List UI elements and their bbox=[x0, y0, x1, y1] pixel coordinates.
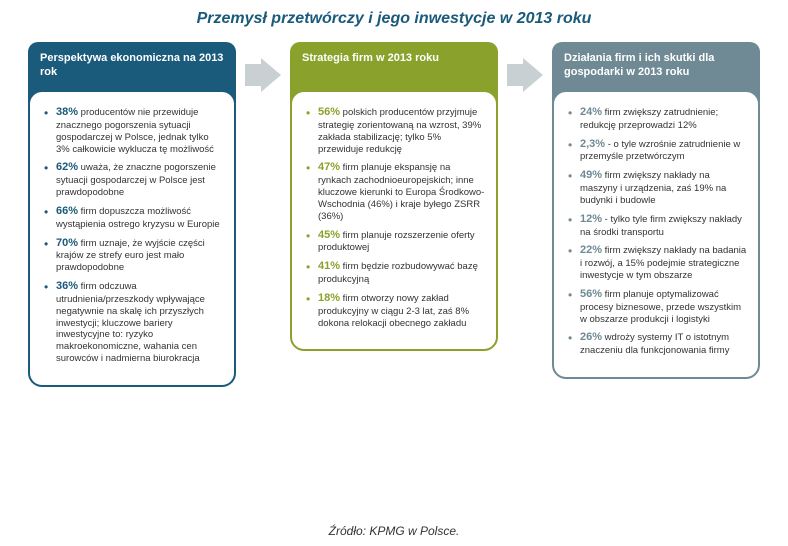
list-item: 41% firm będzie rozbudowywać bazę produk… bbox=[306, 260, 486, 286]
list-item: 66% firm dopuszcza możliwość wystąpienia… bbox=[44, 205, 224, 231]
pct-value: 18% bbox=[318, 292, 340, 304]
pct-value: 22% bbox=[580, 244, 602, 256]
list-item: 56% firm planuje optymalizować procesy b… bbox=[568, 288, 748, 326]
item-text: firm planuje rozszerzenie oferty produkt… bbox=[318, 230, 475, 254]
column-2: Strategia firm w 2013 roku 56% polskich … bbox=[290, 42, 498, 387]
list-item: 56% polskich producentów przyjmuje strat… bbox=[306, 106, 486, 155]
col3-body: 24% firm zwiększy zatrudnienie; redukcję… bbox=[552, 90, 760, 379]
list-item: 18% firm otworzy nowy zakład produkcyjny… bbox=[306, 292, 486, 330]
col3-list: 24% firm zwiększy zatrudnienie; redukcję… bbox=[568, 106, 748, 357]
col1-body: 38% producentów nie przewiduje znacznego… bbox=[28, 90, 236, 387]
pct-value: 70% bbox=[56, 237, 78, 249]
item-text: polskich producentów przyjmuje strategię… bbox=[318, 107, 481, 155]
item-text: firm będzie rozbudowywać bazę produkcyjn… bbox=[318, 261, 478, 285]
list-item: 62% uważa, że znaczne pogorszenie sytuac… bbox=[44, 161, 224, 199]
col2-list: 56% polskich producentów przyjmuje strat… bbox=[306, 106, 486, 329]
pct-value: 24% bbox=[580, 106, 602, 118]
list-item: 36% firm odczuwa utrudnienia/przeszkody … bbox=[44, 280, 224, 365]
item-text: firm planuje ekspansję na rynkach zachod… bbox=[318, 162, 484, 221]
chevron-right-icon bbox=[505, 58, 545, 92]
pct-value: 36% bbox=[56, 280, 78, 292]
list-item: 12% - tylko tyle firm zwiększy nakłady n… bbox=[568, 213, 748, 239]
pct-value: 45% bbox=[318, 229, 340, 241]
pct-value: 56% bbox=[580, 288, 602, 300]
item-text: firm zwiększy nakłady na badania i rozwó… bbox=[580, 245, 746, 281]
pct-value: 2,3% bbox=[580, 138, 605, 150]
list-item: 26% wdroży systemy IT o istotnym znaczen… bbox=[568, 331, 748, 357]
column-1: Perspektywa ekonomiczna na 2013 rok 38% … bbox=[28, 42, 236, 387]
list-item: 47% firm planuje ekspansję na rynkach za… bbox=[306, 161, 486, 222]
page-title: Przemysł przetwórczy i jego inwestycje w… bbox=[0, 0, 788, 42]
pct-value: 47% bbox=[318, 161, 340, 173]
item-text: producentów nie przewiduje znacznego pog… bbox=[56, 107, 214, 155]
pct-value: 49% bbox=[580, 169, 602, 181]
item-text: firm otworzy nowy zakład produkcyjny w c… bbox=[318, 293, 469, 329]
list-item: 38% producentów nie przewiduje znacznego… bbox=[44, 106, 224, 155]
source-line: Źródło: KPMG w Polsce. bbox=[0, 524, 788, 538]
columns-row: Perspektywa ekonomiczna na 2013 rok 38% … bbox=[0, 42, 788, 387]
item-text: - o tyle wzrośnie zatrudnienie w przemyś… bbox=[580, 139, 740, 163]
pct-value: 62% bbox=[56, 161, 78, 173]
pct-value: 66% bbox=[56, 205, 78, 217]
item-text: wdroży systemy IT o istotnym znaczeniu d… bbox=[580, 332, 729, 356]
list-item: 24% firm zwiększy zatrudnienie; redukcję… bbox=[568, 106, 748, 132]
arrow-1 bbox=[241, 42, 285, 387]
item-text: firm odczuwa utrudnienia/przeszkody wpły… bbox=[56, 281, 205, 364]
item-text: uważa, że znaczne pogorszenie sytuacji g… bbox=[56, 162, 216, 198]
item-text: - tylko tyle firm zwiększy nakłady na śr… bbox=[580, 214, 742, 238]
column-3: Działania firm i ich skutki dla gospodar… bbox=[552, 42, 760, 387]
pct-value: 26% bbox=[580, 331, 602, 343]
arrow-2 bbox=[503, 42, 547, 387]
pct-value: 38% bbox=[56, 106, 78, 118]
pct-value: 41% bbox=[318, 260, 340, 272]
list-item: 2,3% - o tyle wzrośnie zatrudnienie w pr… bbox=[568, 138, 748, 164]
item-text: firm planuje optymalizować procesy bizne… bbox=[580, 289, 741, 325]
list-item: 22% firm zwiększy nakłady na badania i r… bbox=[568, 244, 748, 282]
list-item: 70% firm uznaje, że wyjście części krajó… bbox=[44, 237, 224, 275]
item-text: firm uznaje, że wyjście części krajów ze… bbox=[56, 238, 205, 274]
chevron-right-icon bbox=[243, 58, 283, 92]
col2-body: 56% polskich producentów przyjmuje strat… bbox=[290, 90, 498, 351]
item-text: firm dopuszcza możliwość wystąpienia ost… bbox=[56, 206, 220, 230]
pct-value: 12% bbox=[580, 213, 602, 225]
item-text: firm zwiększy nakłady na maszyny i urząd… bbox=[580, 170, 726, 206]
col1-list: 38% producentów nie przewiduje znacznego… bbox=[44, 106, 224, 365]
list-item: 45% firm planuje rozszerzenie oferty pro… bbox=[306, 229, 486, 255]
pct-value: 56% bbox=[318, 106, 340, 118]
list-item: 49% firm zwiększy nakłady na maszyny i u… bbox=[568, 169, 748, 207]
